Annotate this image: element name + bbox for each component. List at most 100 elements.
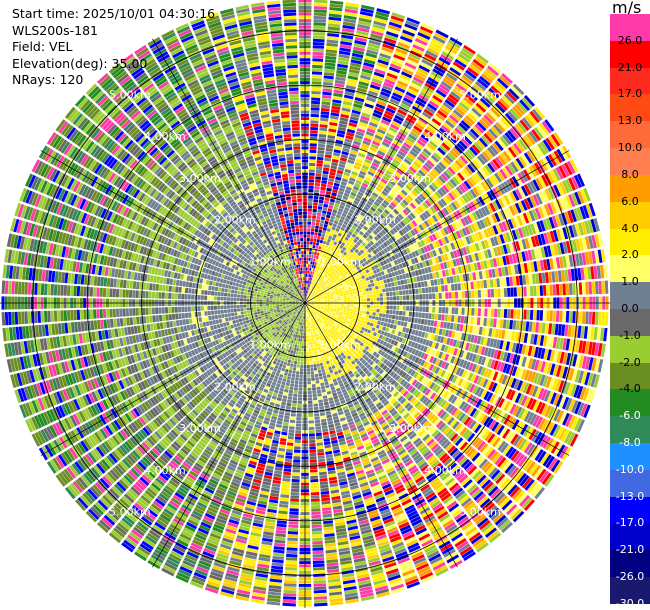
velocity-gate xyxy=(372,230,378,236)
velocity-gate xyxy=(388,204,395,211)
velocity-gate xyxy=(329,232,334,237)
velocity-gate xyxy=(423,280,428,287)
velocity-gate xyxy=(446,322,451,330)
velocity-gate xyxy=(399,201,407,209)
velocity-gate xyxy=(473,105,484,115)
velocity-gate xyxy=(456,275,461,283)
velocity-gate xyxy=(375,186,383,193)
velocity-gate xyxy=(528,274,533,285)
velocity-gate xyxy=(318,291,321,294)
velocity-gate xyxy=(435,306,439,313)
velocity-gate xyxy=(500,117,511,129)
velocity-gate xyxy=(340,304,344,306)
velocity-gate xyxy=(358,214,364,220)
velocity-gate xyxy=(440,80,452,90)
velocity-gate xyxy=(383,296,387,301)
velocity-gate xyxy=(441,142,451,151)
velocity-gate xyxy=(319,239,324,244)
velocity-gate xyxy=(349,311,353,315)
velocity-gate xyxy=(325,285,329,289)
velocity-gate xyxy=(349,291,353,295)
velocity-gate xyxy=(494,308,498,318)
velocity-gate xyxy=(455,186,464,195)
velocity-gate xyxy=(362,65,374,71)
velocity-gate xyxy=(377,183,384,190)
velocity-gate xyxy=(401,144,410,152)
velocity-gate xyxy=(386,27,400,35)
velocity-gate xyxy=(325,151,333,156)
velocity-gate xyxy=(317,285,321,289)
velocity-gate xyxy=(337,300,341,303)
velocity-gate xyxy=(386,215,393,222)
velocity-gate xyxy=(364,231,370,237)
velocity-gate xyxy=(392,296,397,301)
velocity-gate xyxy=(327,299,331,302)
velocity-gate xyxy=(341,107,351,113)
velocity-gate xyxy=(375,103,386,110)
velocity-gate xyxy=(319,223,324,227)
velocity-gate xyxy=(372,23,386,31)
velocity-gate xyxy=(376,297,380,301)
velocity-gate xyxy=(447,180,455,189)
velocity-gate xyxy=(562,310,566,323)
velocity-gate xyxy=(325,190,332,195)
velocity-gate xyxy=(342,104,352,109)
velocity-gate xyxy=(397,109,407,116)
velocity-gate xyxy=(502,150,512,162)
velocity-gate xyxy=(345,203,351,209)
velocity-gate xyxy=(321,358,326,363)
velocity-gate xyxy=(380,49,393,57)
velocity-gate xyxy=(510,144,520,156)
velocity-gate xyxy=(462,117,473,127)
velocity-gate xyxy=(313,199,319,203)
velocity-gate xyxy=(500,152,509,164)
velocity-gate xyxy=(311,218,316,222)
velocity-gate xyxy=(313,19,327,23)
velocity-gate xyxy=(411,47,424,55)
velocity-gate xyxy=(369,87,380,94)
velocity-gate xyxy=(365,52,378,59)
velocity-gate xyxy=(340,277,344,281)
velocity-gate xyxy=(369,146,378,153)
velocity-gate xyxy=(437,109,448,119)
velocity-gate xyxy=(360,298,364,302)
velocity-gate xyxy=(402,305,406,311)
velocity-gate xyxy=(422,131,432,140)
velocity-gate xyxy=(466,178,474,188)
velocity-gate xyxy=(322,240,327,245)
velocity-gate xyxy=(347,246,352,251)
velocity-gate xyxy=(306,277,309,281)
velocity-gate xyxy=(358,325,362,330)
velocity-gate xyxy=(414,218,421,225)
velocity-gate xyxy=(476,139,486,150)
velocity-gate xyxy=(370,164,378,171)
velocity-gate xyxy=(359,244,364,249)
velocity-gate xyxy=(321,243,326,248)
velocity-gate xyxy=(315,255,319,260)
velocity-gate xyxy=(307,294,310,298)
velocity-gate xyxy=(342,21,356,27)
velocity-gate xyxy=(413,161,421,169)
velocity-gate xyxy=(307,221,312,225)
velocity-gate xyxy=(366,298,371,302)
velocity-gate xyxy=(336,224,342,230)
velocity-gate xyxy=(417,318,422,324)
velocity-gate xyxy=(336,235,341,240)
velocity-gate xyxy=(425,145,434,154)
velocity-gate xyxy=(362,278,367,283)
velocity-gate xyxy=(385,197,392,204)
velocity-gate xyxy=(416,119,427,128)
velocity-gate xyxy=(533,309,537,321)
velocity-gate xyxy=(510,309,514,319)
velocity-gate xyxy=(399,310,403,316)
velocity-gate xyxy=(311,268,314,272)
velocity-gate xyxy=(319,270,322,275)
velocity-gate xyxy=(505,277,510,287)
velocity-gate xyxy=(308,260,311,265)
velocity-gate xyxy=(505,319,510,329)
velocity-gate xyxy=(361,327,365,331)
velocity-gate xyxy=(354,253,360,259)
velocity-gate xyxy=(339,229,344,234)
velocity-gate xyxy=(513,309,517,319)
velocity-gate xyxy=(415,172,424,180)
